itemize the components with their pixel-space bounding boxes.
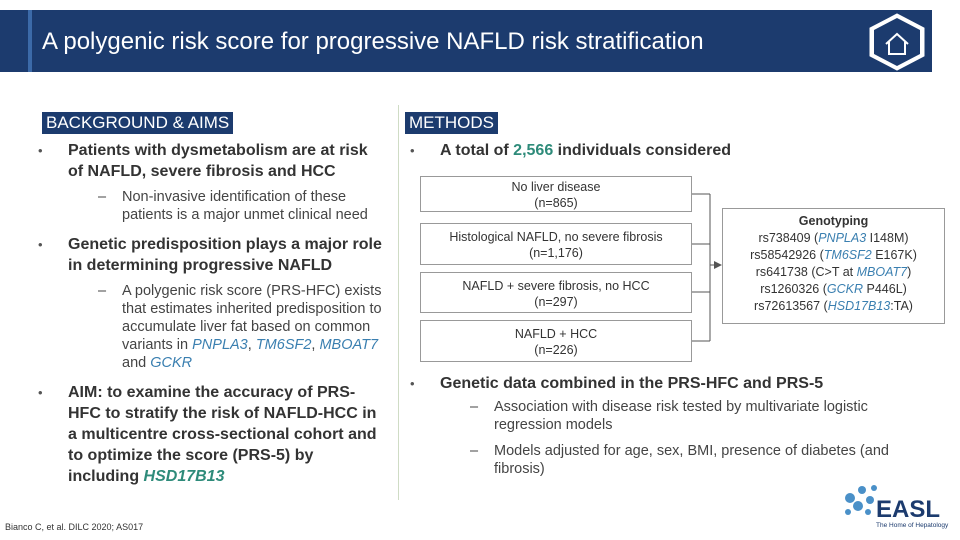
text-run: and	[122, 355, 151, 371]
header-stripe	[28, 10, 32, 72]
text-run: Association with disease risk tested by …	[494, 399, 868, 433]
text-run: AIM	[68, 384, 98, 401]
genotyping-box: Genotyping rs738409 (PNPLA3 I148M) rs5854…	[722, 208, 945, 324]
bullet: Genetic predisposition plays a major rol…	[38, 234, 383, 372]
text-run: rs58542926 (	[750, 248, 824, 262]
text-run: Models adjusted for age, sex, BMI, prese…	[494, 443, 889, 477]
methods-list: A total of 2,566 individuals considered	[410, 140, 760, 171]
genotyping-title: Genotyping	[798, 214, 869, 228]
variant: rs738409 (PNPLA3 I148M)	[723, 230, 944, 247]
sub-bullet: Association with disease risk tested by …	[462, 398, 910, 434]
text-run: rs738409 (	[758, 231, 819, 245]
text-run: A polygenic risk score (PRS-HFC) exists …	[122, 283, 382, 353]
group-box: NAFLD + HCC (n=226)	[420, 320, 692, 362]
text-run: HSD17B13	[827, 299, 891, 313]
text-run: ,	[247, 337, 256, 353]
text-run: MBOAT7	[319, 337, 379, 353]
bullet: A total of 2,566 individuals considered	[410, 140, 760, 161]
background-list: Patients with dysmetabolism are at risk …	[38, 140, 383, 497]
group-label: NAFLD + severe fibrosis, no HCC	[462, 279, 650, 293]
section-heading: BACKGROUND & AIMS	[42, 112, 234, 134]
variant: rs1260326 (GCKR P446L)	[723, 281, 944, 298]
variant: rs72613567 (HSD17B13:TA)	[723, 298, 944, 315]
divider	[398, 105, 399, 500]
text-run: )	[907, 265, 912, 279]
title: A polygenic risk score for progressive N…	[42, 28, 704, 55]
sub-bullet: Models adjusted for age, sex, BMI, prese…	[462, 442, 910, 478]
text-run: A total of	[440, 142, 514, 159]
text-run: : to examine the accuracy of PRS-HFC to …	[68, 384, 377, 485]
logo-text: EASL	[876, 496, 941, 523]
variant: rs641738 (C>T at MBOAT7)	[723, 264, 944, 281]
text-run: Patients with dysmetabolism are at risk …	[68, 142, 368, 180]
text-run: I148M)	[866, 231, 909, 245]
text-run: ,	[311, 337, 320, 353]
text-run: Genetic data combined in the PRS-HFC and…	[440, 375, 824, 392]
text-run: P446L)	[863, 282, 907, 296]
group-label: NAFLD + HCC	[514, 327, 598, 341]
text-run: 2,566	[513, 142, 554, 159]
text-run: MBOAT7	[856, 265, 908, 279]
group-label: Histological NAFLD, no severe fibrosis	[449, 230, 663, 244]
group-count: (n=1,176)	[529, 246, 583, 260]
text-run: E167K)	[871, 248, 917, 262]
group-count: (n=865)	[534, 196, 578, 210]
text-run: GCKR	[826, 282, 864, 296]
header-band	[0, 10, 862, 72]
group-count: (n=297)	[534, 295, 578, 309]
bullet: Patients with dysmetabolism are at risk …	[38, 140, 383, 224]
text-run: PNPLA3	[192, 337, 248, 353]
group-box: Histological NAFLD, no severe fibrosis (n…	[420, 223, 692, 265]
section-heading: METHODS	[405, 112, 498, 134]
text-run: PNPLA3	[818, 231, 867, 245]
group-box: NAFLD + severe fibrosis, no HCC (n=297)	[420, 272, 692, 313]
text-run: GCKR	[150, 355, 193, 371]
text-run: HSD17B13	[143, 468, 225, 485]
logo-dots	[845, 485, 877, 515]
group-box: No liver disease (n=865)	[420, 176, 692, 212]
text-run: rs641738 (C>T at	[755, 265, 857, 279]
text-run: rs1260326 (	[760, 282, 827, 296]
text-run: rs72613567 (	[754, 299, 828, 313]
text-run: individuals considered	[553, 142, 732, 159]
sub-bullet: A polygenic risk score (PRS-HFC) exists …	[90, 282, 383, 372]
sub-bullet: Non-invasive identification of these pat…	[90, 188, 383, 224]
methods-list: Genetic data combined in the PRS-HFC and…	[410, 373, 910, 488]
text-run: :TA)	[890, 299, 913, 313]
text-run: TM6SF2	[255, 337, 312, 353]
bullet: Genetic data combined in the PRS-HFC and…	[410, 373, 910, 478]
text-run: Non-invasive identification of these pat…	[122, 189, 368, 223]
variant: rs58542926 (TM6SF2 E167K)	[723, 247, 944, 264]
logo-tagline: The Home of Hepatology	[876, 522, 949, 529]
logo-icon	[862, 10, 932, 72]
text-run: Genetic predisposition plays a major rol…	[68, 236, 382, 274]
text-run: TM6SF2	[823, 248, 872, 262]
citation: Bianco C, et al. DILC 2020; AS017	[5, 522, 144, 532]
bullet: AIM: to examine the accuracy of PRS-HFC …	[38, 382, 383, 487]
group-count: (n=226)	[534, 343, 578, 357]
group-label: No liver disease	[511, 180, 601, 194]
